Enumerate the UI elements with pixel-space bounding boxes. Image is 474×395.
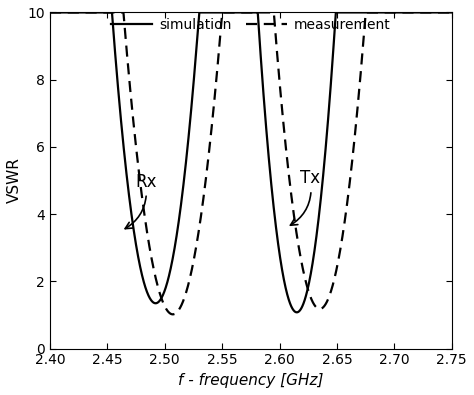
simulation: [294, 310, 300, 315]
Legend: simulation, measurement: simulation, measurement: [105, 13, 397, 38]
simulation: [93, 10, 99, 15]
simulation: [449, 10, 455, 15]
Text: Rx: Rx: [125, 173, 156, 229]
measurement: [441, 10, 447, 15]
simulation: [219, 10, 224, 15]
measurement: [170, 312, 176, 317]
measurement: [117, 10, 122, 15]
simulation: [47, 10, 53, 15]
simulation: [441, 10, 447, 15]
Line: measurement: measurement: [50, 13, 452, 314]
Y-axis label: VSWR: VSWR: [7, 158, 22, 203]
Text: Tx: Tx: [291, 169, 320, 225]
simulation: [117, 103, 122, 108]
Line: simulation: simulation: [50, 13, 452, 312]
measurement: [201, 190, 207, 195]
X-axis label: f - frequency [GHz]: f - frequency [GHz]: [178, 373, 324, 388]
measurement: [219, 17, 224, 22]
simulation: [398, 10, 403, 15]
measurement: [449, 10, 455, 15]
simulation: [201, 10, 207, 15]
measurement: [93, 10, 99, 15]
measurement: [398, 10, 403, 15]
measurement: [47, 10, 53, 15]
